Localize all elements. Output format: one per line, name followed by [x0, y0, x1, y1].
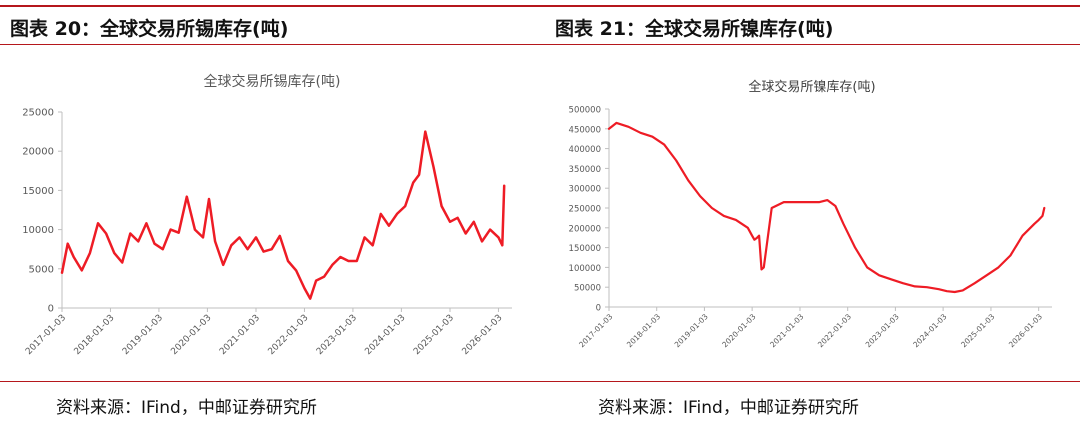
x-tick-label: 2021-01-03 — [768, 312, 805, 349]
nickel-inventory-chart: 全球交易所镍库存(吨) 0 50000 100000 150000 200000 2500… — [569, 79, 1052, 349]
x-tick-label: 2020-01-03 — [720, 312, 757, 349]
y-tick-label: 15000 — [22, 186, 54, 197]
x-tick-label: 2026-01-03 — [1007, 312, 1044, 349]
x-tick-label: 2023-01-03 — [864, 312, 901, 349]
figure-21-source: 资料来源：IFind，中邮证券研究所 — [598, 398, 859, 418]
y-tick-label: 0 — [596, 304, 601, 314]
tin-inventory-chart: 全球交易所锡库存(吨) 0 5000 10000 15000 20000 25000 201… — [22, 73, 512, 357]
figure-20-caption: 图表 20：全球交易所锡库存(吨) — [10, 18, 289, 40]
x-tick-label: 2023-01-03 — [315, 313, 359, 357]
caption-rule — [0, 44, 1080, 45]
x-tick-label: 2020-01-03 — [169, 313, 213, 357]
chart-title: 全球交易所锡库存(吨) — [204, 73, 341, 90]
chart-title: 全球交易所镍库存(吨) — [748, 79, 875, 95]
x-tick-label: 2024-01-03 — [911, 312, 948, 349]
x-tick-label: 2024-01-03 — [363, 313, 407, 357]
y-tick-label: 50000 — [574, 284, 601, 294]
y-tick-label: 300000 — [569, 185, 601, 195]
y-tick-label: 250000 — [569, 205, 601, 215]
figure-21-caption: 图表 21：全球交易所镍库存(吨) — [555, 18, 834, 40]
source-rule — [0, 381, 1080, 382]
x-tick-label: 2022-01-03 — [267, 313, 311, 357]
x-tick-label: 2017-01-03 — [24, 313, 68, 357]
y-tick-label: 20000 — [22, 147, 54, 158]
x-tick-label: 2017-01-03 — [577, 312, 614, 349]
y-tick-label: 200000 — [569, 224, 601, 234]
x-tick-label: 2026-01-03 — [461, 313, 505, 357]
figure-20-source: 资料来源：IFind，中邮证券研究所 — [56, 398, 317, 418]
x-tick-label: 2021-01-03 — [218, 313, 262, 357]
y-tick-label: 450000 — [569, 125, 601, 135]
y-tick-label: 25000 — [22, 108, 54, 119]
x-tick-label: 2018-01-03 — [73, 313, 117, 357]
y-tick-label: 500000 — [569, 106, 601, 116]
y-tick-label: 0 — [48, 304, 54, 315]
y-tick-label: 150000 — [569, 244, 601, 254]
x-tick-label: 2018-01-03 — [625, 312, 662, 349]
x-tick-label: 2019-01-03 — [121, 313, 165, 357]
series-line — [607, 121, 1046, 294]
top-rule — [0, 5, 1080, 7]
series-line — [60, 130, 506, 300]
y-tick-label: 5000 — [29, 264, 54, 275]
x-tick-label: 2022-01-03 — [816, 312, 853, 349]
y-tick-label: 100000 — [569, 264, 601, 274]
y-tick-label: 400000 — [569, 145, 601, 155]
x-tick-label: 2019-01-03 — [673, 312, 710, 349]
y-tick-label: 350000 — [569, 165, 601, 175]
x-tick-label: 2025-01-03 — [412, 313, 456, 357]
y-tick-label: 10000 — [22, 225, 54, 236]
x-tick-label: 2025-01-03 — [959, 312, 996, 349]
